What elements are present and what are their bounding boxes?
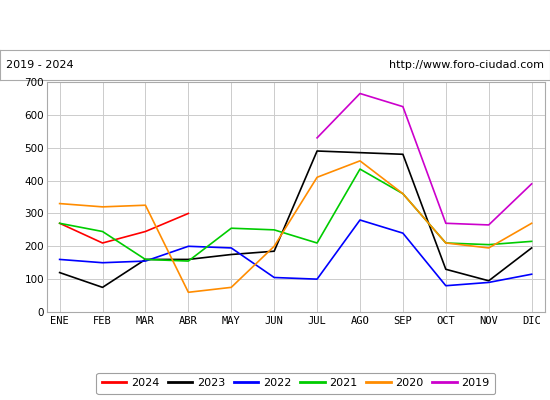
Text: http://www.foro-ciudad.com: http://www.foro-ciudad.com (389, 60, 544, 70)
Text: 2019 - 2024: 2019 - 2024 (6, 60, 73, 70)
Text: Evolucion Nº Turistas Nacionales en el municipio de Torres de Albánchez: Evolucion Nº Turistas Nacionales en el m… (34, 18, 516, 32)
Legend: 2024, 2023, 2022, 2021, 2020, 2019: 2024, 2023, 2022, 2021, 2020, 2019 (96, 373, 495, 394)
